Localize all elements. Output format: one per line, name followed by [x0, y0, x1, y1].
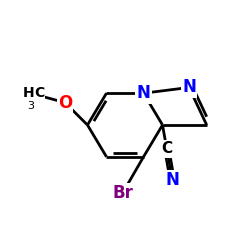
Text: N: N [182, 78, 196, 96]
Text: O: O [58, 94, 72, 112]
Text: N: N [136, 84, 150, 102]
Text: H: H [23, 86, 34, 101]
Text: C: C [34, 86, 45, 101]
Text: 3: 3 [28, 101, 34, 111]
Text: C: C [161, 142, 172, 156]
Text: N: N [165, 171, 179, 189]
Text: Br: Br [112, 184, 133, 202]
